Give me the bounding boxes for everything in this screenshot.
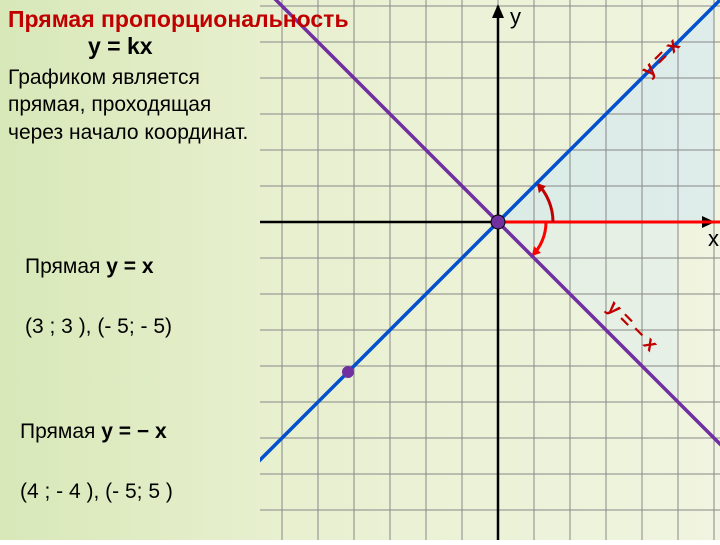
title-block: Прямая пропорциональность у = kx (8, 6, 349, 60)
desc-line-2: прямая, проходящая (8, 93, 211, 116)
line2-block: Прямая у = − х (20, 420, 167, 444)
x-axis-label: х (708, 226, 719, 251)
line1-block: Прямая у = х (25, 255, 154, 279)
desc-line-3: через начало координат. (8, 121, 248, 144)
line-point-marker (342, 366, 354, 378)
title-text: Прямая пропорциональность (8, 6, 349, 32)
points2-block: (4 ; - 4 ), (- 5; 5 ) (20, 480, 173, 504)
points1-text: (3 ; 3 ), (- 5; - 5) (25, 315, 172, 338)
y-axis-label: у (510, 4, 521, 29)
desc-line-1: Графиком является (8, 66, 200, 89)
origin-point (491, 215, 505, 229)
line1-equation: у = х (106, 255, 153, 278)
line1-label: Прямая (25, 255, 106, 278)
graph-container: уху = ху = − х (260, 0, 720, 540)
coordinate-graph: уху = ху = − х (260, 0, 720, 540)
description-block: Графиком является прямая, проходящая чер… (8, 64, 248, 146)
line2-label: Прямая (20, 420, 101, 443)
points2-text: (4 ; - 4 ), (- 5; 5 ) (20, 480, 173, 503)
points1-block: (3 ; 3 ), (- 5; - 5) (25, 315, 172, 339)
line2-equation: у = − х (101, 420, 166, 443)
main-equation: у = kx (88, 33, 153, 59)
